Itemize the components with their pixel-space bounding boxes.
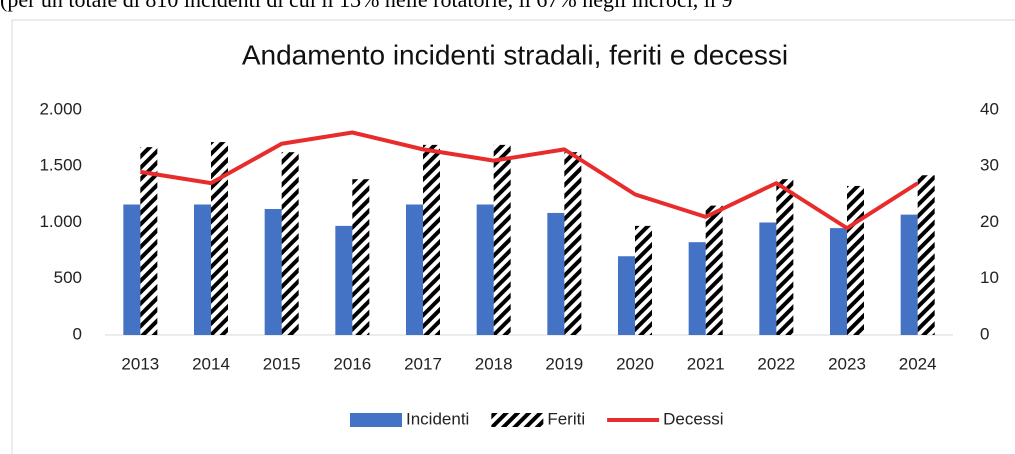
x-tick-label: 2018	[475, 354, 513, 373]
bar	[759, 222, 777, 335]
x-tick-label: 2023	[828, 354, 866, 373]
x-tick-label: 2015	[263, 354, 301, 373]
x-tick-label: 2021	[687, 354, 725, 373]
legend-swatch	[350, 413, 402, 427]
caption: (per un totale di 810 incidenti di cui i…	[0, 0, 733, 12]
bar	[635, 225, 652, 335]
y-tick-label: 0	[73, 324, 82, 343]
bar	[900, 214, 918, 335]
line	[140, 130, 919, 231]
bar	[547, 212, 565, 335]
y-tick-label: 500	[54, 268, 82, 287]
x-tick-label: 2017	[404, 354, 442, 373]
y-tick-label: 1.000	[39, 212, 82, 231]
x-tick-label: 2020	[616, 354, 654, 373]
bar	[618, 256, 635, 335]
bar	[917, 175, 935, 335]
chart-title: Andamento incidenti stradali, feriti e d…	[242, 39, 788, 70]
x-tick-label: 2019	[545, 354, 583, 373]
y2-tick-label: 10	[980, 268, 999, 287]
x-tick-label: 2016	[333, 354, 371, 373]
bar	[705, 205, 723, 335]
bar	[776, 179, 794, 335]
x-tick-label: 2014	[192, 354, 230, 373]
bar	[211, 142, 228, 335]
y-tick-label: 1.500	[39, 156, 82, 175]
y-tick-label: 2.000	[39, 99, 82, 118]
bar	[264, 209, 282, 335]
x-tick-label: 2024	[899, 354, 937, 373]
bar	[140, 147, 158, 335]
bar	[493, 144, 511, 335]
chart-frame	[11, 19, 1015, 454]
bar	[406, 204, 423, 335]
x-tick-label: 2022	[757, 354, 795, 373]
y2-tick-label: 20	[980, 212, 999, 231]
bar	[564, 152, 582, 335]
bar	[335, 225, 353, 335]
y2-tick-label: 30	[980, 156, 999, 175]
y2-tick-label: 0	[980, 324, 989, 343]
x-tick-label: 2013	[121, 354, 159, 373]
bar	[352, 179, 370, 335]
y2-tick-label: 40	[980, 99, 999, 118]
legend-label: Feriti	[547, 409, 585, 428]
bar	[847, 185, 864, 335]
legend-swatch	[491, 413, 544, 427]
bar	[688, 242, 706, 335]
bar	[123, 204, 141, 335]
bar	[423, 144, 440, 335]
bar	[476, 204, 494, 335]
bar	[830, 228, 847, 335]
legend-label: Decessi	[663, 409, 723, 428]
bar	[281, 152, 299, 335]
bar	[194, 204, 211, 335]
legend-label: Incidenti	[406, 409, 469, 428]
